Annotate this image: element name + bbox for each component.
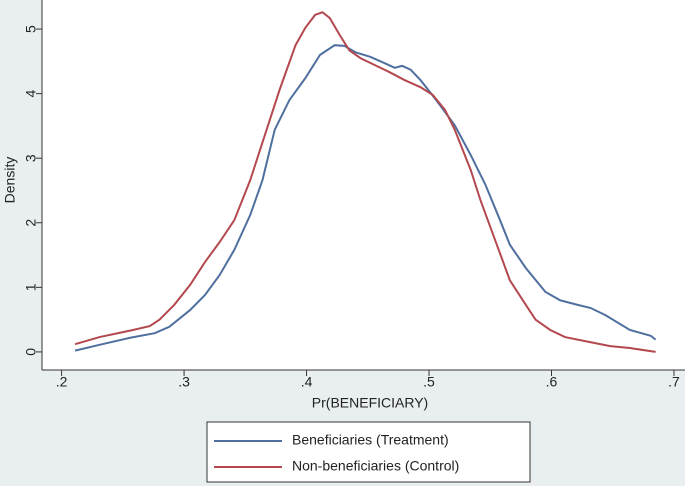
plot-area (42, 0, 685, 370)
series-line (74, 11, 656, 353)
y-tick-label: 5 (23, 25, 39, 33)
legend-label: Non-beneficiaries (Control) (292, 458, 459, 474)
legend (206, 421, 531, 483)
x-tick-label: .5 (423, 374, 435, 390)
x-tick-label: .2 (56, 374, 68, 390)
y-tick-label: 3 (23, 154, 39, 162)
x-tick-label: .7 (668, 374, 680, 390)
y-tick-label: 0 (23, 348, 39, 356)
y-axis-title: Density (2, 157, 18, 204)
x-tick-label: .4 (301, 374, 313, 390)
x-tick-label: .6 (546, 374, 558, 390)
y-tick-label: 4 (23, 90, 39, 98)
series-line (74, 44, 657, 352)
y-tick-label: 1 (23, 283, 39, 291)
x-axis-title: Pr(BENEFICIARY) (312, 395, 428, 411)
x-tick-label: .3 (178, 374, 190, 390)
y-tick-label: 2 (23, 219, 39, 227)
legend-label: Beneficiaries (Treatment) (292, 432, 449, 448)
